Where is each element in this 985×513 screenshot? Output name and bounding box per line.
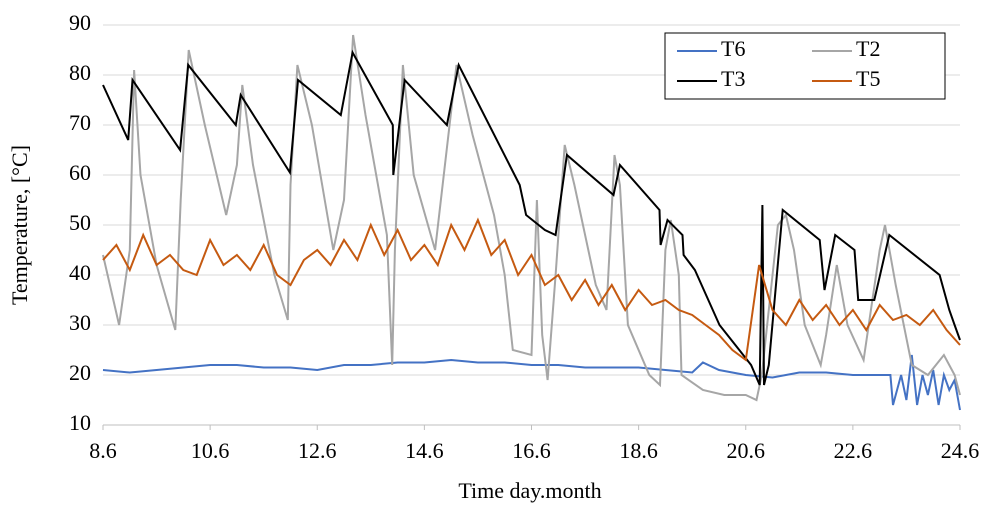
y-tick-label: 40	[69, 260, 91, 285]
series-line	[102, 217, 961, 362]
x-tick-label: 14.6	[405, 438, 444, 463]
y-tick-label: 80	[69, 60, 91, 85]
x-tick-label: 18.6	[619, 438, 658, 463]
legend-label: T2	[856, 36, 880, 61]
x-tick-label: 10.6	[191, 438, 230, 463]
legend-label: T5	[856, 66, 880, 91]
x-tick-label: 16.6	[512, 438, 551, 463]
y-tick-label: 70	[69, 110, 91, 135]
x-tick-label: 8.6	[89, 438, 117, 463]
series-line	[102, 49, 961, 386]
y-axis-label: Temperature, [°C]	[7, 145, 32, 305]
y-tick-label: 50	[69, 210, 91, 235]
x-tick-label: 12.6	[298, 438, 337, 463]
legend-label: T6	[721, 36, 745, 61]
y-tick-label: 30	[69, 310, 91, 335]
x-tick-label: 22.6	[834, 438, 873, 463]
x-tick-label: 20.6	[727, 438, 766, 463]
y-tick-label: 10	[69, 410, 91, 435]
legend-box	[664, 32, 946, 100]
series-line	[102, 354, 961, 411]
y-tick-label: 20	[69, 360, 91, 385]
series-line	[102, 34, 961, 402]
x-tick-label: 24.6	[941, 438, 980, 463]
y-tick-label: 90	[69, 10, 91, 35]
legend-label: T3	[721, 66, 745, 91]
x-axis-label: Time day.month	[458, 478, 601, 503]
y-tick-label: 60	[69, 160, 91, 185]
